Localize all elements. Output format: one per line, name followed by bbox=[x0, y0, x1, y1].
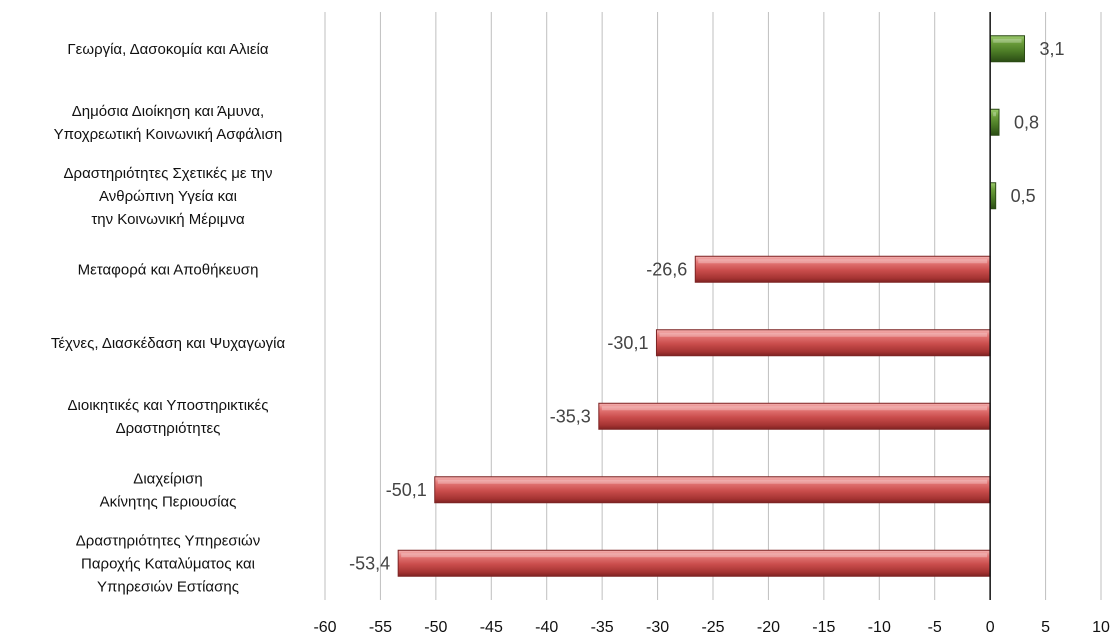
bar-body bbox=[694, 255, 991, 283]
bar-highlight bbox=[401, 553, 988, 558]
x-tick-label: -20 bbox=[757, 619, 780, 636]
category-label-line: Ακίνητης Περιουσίας bbox=[100, 493, 237, 510]
category-label-line: Δημόσια Διοίκηση και Άμυνα, bbox=[72, 103, 264, 120]
category-label: Διοικητικές και Υποστηρικτικές Δραστηριότ… bbox=[68, 397, 269, 437]
x-tick-label: -50 bbox=[424, 619, 447, 636]
category-label-line: την Κοινωνική Μέριμνα bbox=[91, 211, 245, 228]
bars bbox=[397, 35, 1026, 577]
bar-highlight bbox=[601, 406, 988, 411]
data-label: -26,6 bbox=[646, 259, 687, 279]
x-tick-label: 5 bbox=[1041, 619, 1050, 636]
data-label: 3,1 bbox=[1040, 39, 1065, 59]
x-tick-label: -45 bbox=[480, 619, 503, 636]
category-label: Δραστηριότητες Υπηρεσιών Παροχής Καταλύμα… bbox=[76, 532, 260, 595]
category-label-line: Υποχρεωτική Κοινωνική Ασφάλιση bbox=[54, 126, 283, 143]
bar bbox=[989, 35, 1026, 63]
category-label-line: Μεταφορά και Αποθήκευση bbox=[78, 261, 259, 278]
x-tick-label: 0 bbox=[986, 619, 995, 636]
x-tick-label: -25 bbox=[701, 619, 724, 636]
category-label-line: Τέχνες, Διασκέδαση και Ψυχαγωγία bbox=[51, 335, 286, 352]
x-tick-label: -60 bbox=[313, 619, 336, 636]
bar-body bbox=[989, 35, 1026, 63]
data-label: 0,8 bbox=[1014, 112, 1039, 132]
x-tick-label: -30 bbox=[646, 619, 669, 636]
bar bbox=[989, 108, 1000, 136]
bar bbox=[989, 182, 997, 210]
x-tick-label: -35 bbox=[591, 619, 614, 636]
bar-highlight bbox=[993, 38, 1022, 43]
category-label-line: Διοικητικές και Υποστηρικτικές bbox=[68, 397, 269, 414]
bar bbox=[598, 402, 991, 430]
x-tick-label: -40 bbox=[535, 619, 558, 636]
category-label: Δημόσια Διοίκηση και Άμυνα, Υποχρεωτική Κ… bbox=[54, 103, 283, 143]
x-tick-label: -55 bbox=[369, 619, 392, 636]
x-tick-label: -5 bbox=[928, 619, 942, 636]
bar bbox=[694, 255, 991, 283]
category-label: Μεταφορά και Αποθήκευση bbox=[78, 261, 259, 278]
category-label-line: Δραστηριότητες Υπηρεσιών bbox=[76, 532, 260, 549]
data-label: -35,3 bbox=[550, 406, 591, 426]
bar bbox=[655, 329, 991, 357]
bar-body bbox=[655, 329, 991, 357]
category-label-line: Ανθρώπινη Υγεία και bbox=[99, 188, 237, 205]
labels: -60 -55 -50 -45 -40 -35 -30 -25 -20 -15 -10 -5 0 5 103… bbox=[51, 39, 1110, 636]
category-label-line: Διαχείριση bbox=[133, 470, 202, 487]
data-label: 0,5 bbox=[1011, 186, 1036, 206]
category-label-line: Γεωργία, Δασοκομία και Αλιεία bbox=[67, 41, 268, 58]
category-label: Γεωργία, Δασοκομία και Αλιεία bbox=[67, 41, 268, 58]
bar-highlight bbox=[437, 479, 988, 484]
category-label: Δραστηριότητες Σχετικές με την Ανθρώπινη … bbox=[64, 165, 273, 228]
category-label: Τέχνες, Διασκέδαση και Ψυχαγωγία bbox=[51, 335, 286, 352]
category-label-line: Παροχής Καταλύματος και bbox=[81, 555, 255, 572]
bar-body bbox=[989, 182, 997, 210]
category-label-line: Υπηρεσιών Εστίασης bbox=[97, 578, 239, 595]
gridlines bbox=[324, 12, 1102, 600]
x-tick-label: -15 bbox=[812, 619, 835, 636]
data-label: -50,1 bbox=[386, 480, 427, 500]
bar bbox=[397, 549, 991, 577]
bar bbox=[434, 476, 991, 504]
x-tick-label: 10 bbox=[1092, 619, 1110, 636]
data-label: -30,1 bbox=[607, 333, 648, 353]
bar-highlight bbox=[993, 112, 997, 117]
x-tick-label: -10 bbox=[868, 619, 891, 636]
category-label-line: Δραστηριότητες Σχετικές με την bbox=[64, 165, 273, 182]
category-label-line: Δραστηριότητες bbox=[116, 420, 221, 437]
category-label: Διαχείριση Ακίνητης Περιουσίας bbox=[100, 470, 237, 510]
bar-highlight bbox=[698, 259, 988, 264]
bar-body bbox=[598, 402, 991, 430]
data-label: -53,4 bbox=[349, 553, 390, 573]
bar-highlight bbox=[659, 332, 988, 337]
